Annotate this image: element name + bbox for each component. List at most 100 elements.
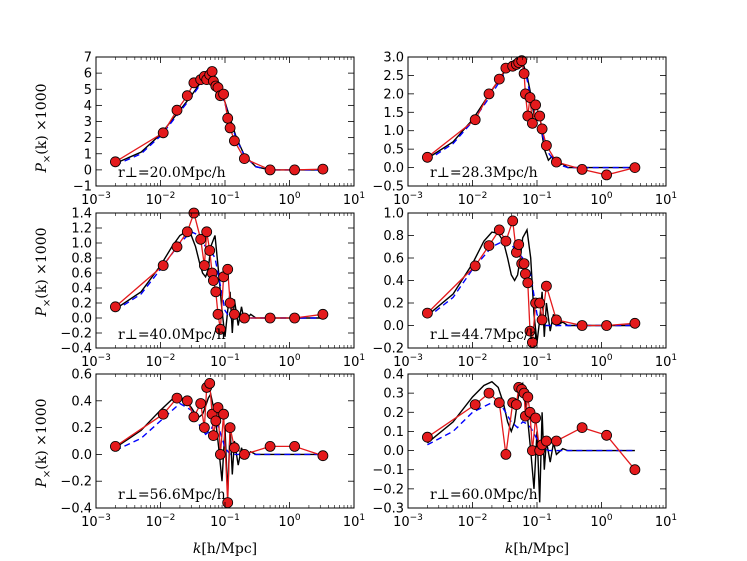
data-point xyxy=(516,55,528,67)
data-point xyxy=(317,450,329,462)
panel-4: 10−3 10−2 10−1 100 101 −0.2 0.0 0.2 0.4 0.6 0.8 1.0… xyxy=(372,207,677,371)
data-point xyxy=(576,422,588,434)
data-point xyxy=(207,275,219,286)
xlabel-right: k[h/Mpc] xyxy=(505,541,569,557)
y-tick-label: −0.5 xyxy=(372,180,404,195)
svg-text:P×(k) ×1000: P×(k) ×1000 xyxy=(34,227,53,317)
y-tick-label: 0.2 xyxy=(383,297,404,312)
x-tick-label: 100 xyxy=(278,191,301,208)
y-tick-label: 0.4 xyxy=(71,282,92,297)
y-tick-label: 0.2 xyxy=(71,297,92,312)
y-tick-label: −0.1 xyxy=(372,463,404,478)
x-tick-label: 10−3 xyxy=(393,191,423,208)
y-tick-label: 0.0 xyxy=(71,312,92,327)
x-tick-label: 101 xyxy=(655,191,677,208)
data-point xyxy=(527,336,538,348)
y-tick-label: −1 xyxy=(73,180,92,195)
y-tick-label: −0.4 xyxy=(60,502,92,517)
y-tick-label: 0.0 xyxy=(383,319,404,334)
y-tick-label: 0.1 xyxy=(383,425,404,440)
data-point xyxy=(181,226,193,238)
data-point xyxy=(551,435,562,447)
data-point xyxy=(222,263,234,275)
panel-annotation: r⊥=56.6Mpc/h xyxy=(118,487,226,503)
y-tick-label: 1.0 xyxy=(71,237,92,252)
data-point xyxy=(421,151,433,163)
data-point xyxy=(534,110,546,122)
data-point xyxy=(629,317,641,329)
y-tick-label: 7 xyxy=(84,51,92,66)
data-point xyxy=(629,464,641,476)
y-tick-label: 3 xyxy=(84,115,92,130)
data-point xyxy=(524,92,536,103)
x-tick-label: 100 xyxy=(278,353,301,370)
data-point xyxy=(530,99,541,111)
data-point xyxy=(198,422,210,434)
y-tick-label: 0.8 xyxy=(383,229,404,244)
data-point xyxy=(541,280,552,292)
data-point xyxy=(518,68,530,79)
y-tick-label: 1.0 xyxy=(383,207,404,222)
x-tick-label: 100 xyxy=(278,513,301,530)
panel-annotation: r⊥=60.0Mpc/h xyxy=(430,487,538,503)
data-point xyxy=(210,286,222,298)
data-point xyxy=(218,88,230,100)
data-point xyxy=(222,112,234,124)
xlabel-left: k[h/Mpc] xyxy=(193,541,257,557)
data-point xyxy=(421,431,433,443)
data-point xyxy=(483,240,495,252)
data-point xyxy=(264,440,276,452)
data-point xyxy=(469,399,481,411)
y-tick-label: 2.0 xyxy=(383,87,404,102)
data-point xyxy=(469,260,481,272)
data-point xyxy=(195,233,207,245)
x-tick-label: 10−2 xyxy=(146,191,176,208)
x-tick-label: 10−3 xyxy=(81,191,111,208)
y-tick-label: −0.2 xyxy=(372,482,404,497)
x-tick-label: 10−1 xyxy=(522,353,552,370)
data-point xyxy=(228,308,240,320)
x-tick-label: 10−1 xyxy=(210,353,240,370)
series-line-data xyxy=(426,59,636,176)
panel-annotation: r⊥=44.7Mpc/h xyxy=(430,327,538,343)
x-tick-label: 101 xyxy=(655,513,677,530)
x-tick-label: 10−2 xyxy=(458,513,488,530)
y-tick-label: 1.5 xyxy=(383,106,404,121)
data-point xyxy=(289,164,301,176)
x-tick-label: 10−1 xyxy=(522,513,552,530)
data-point xyxy=(238,448,250,460)
data-point xyxy=(541,140,552,151)
x-tick-label: 10−2 xyxy=(458,191,488,208)
data-point xyxy=(171,104,183,116)
x-tick-label: 10−2 xyxy=(146,353,176,370)
y-tick-label: 0.6 xyxy=(71,267,92,282)
data-point xyxy=(289,312,301,324)
data-point xyxy=(536,314,548,326)
data-point xyxy=(601,429,612,441)
data-point xyxy=(507,215,519,227)
data-point xyxy=(204,245,216,256)
y-tick-label: −0.2 xyxy=(372,342,404,357)
y-tick-label: 0 xyxy=(84,163,92,178)
data-point xyxy=(171,392,183,404)
data-point xyxy=(238,312,250,324)
data-point xyxy=(206,66,218,77)
data-point xyxy=(520,268,531,280)
data-point xyxy=(629,162,641,174)
y-tick-label: 0.4 xyxy=(383,274,404,289)
y-tick-label: 0.4 xyxy=(383,368,404,383)
data-point xyxy=(110,156,121,168)
y-tick-label: 1.2 xyxy=(71,222,92,237)
data-point xyxy=(576,320,588,331)
panel-2: 10−3 10−2 10−1 100 101 −0.5 0.0 0.5 1.0 1.5 2.0 2.5… xyxy=(372,51,677,209)
data-point xyxy=(289,440,301,452)
data-point xyxy=(421,307,433,319)
y-tick-label: 0.0 xyxy=(383,161,404,176)
data-point xyxy=(513,239,525,250)
data-point xyxy=(511,399,522,411)
data-point xyxy=(576,163,588,175)
x-tick-label: 10−2 xyxy=(146,513,176,530)
data-point xyxy=(551,314,562,326)
data-point xyxy=(212,308,224,320)
